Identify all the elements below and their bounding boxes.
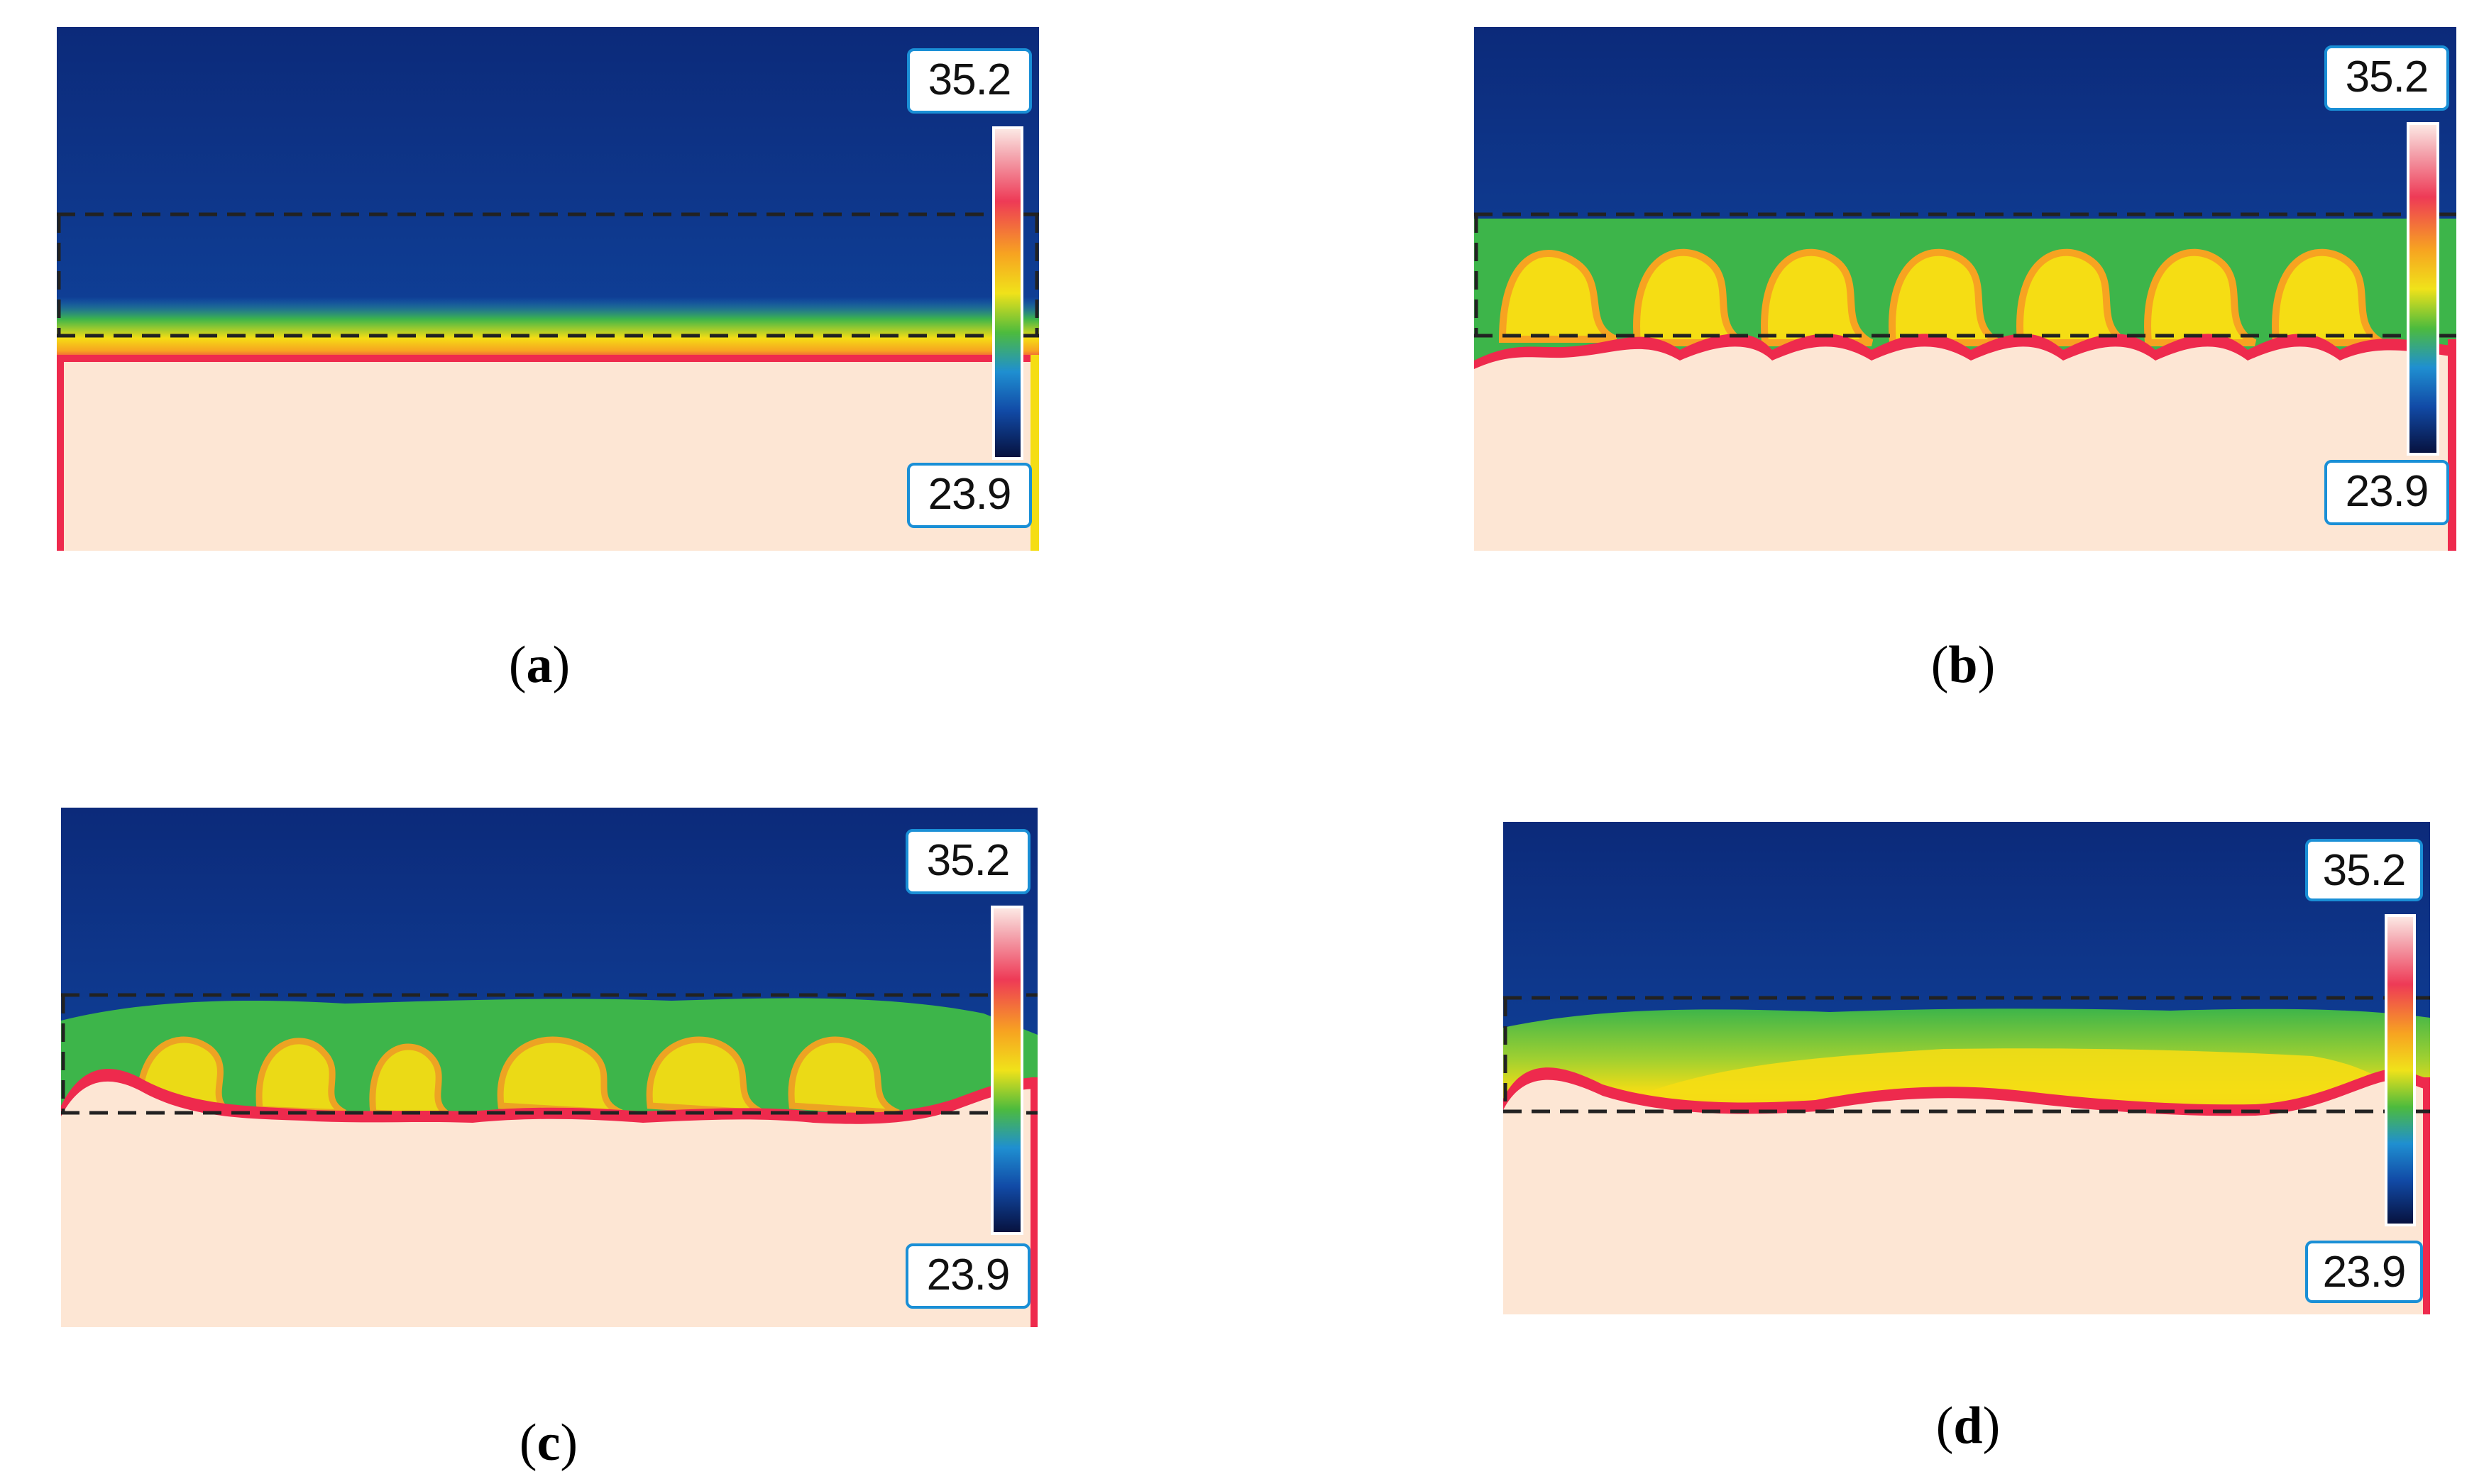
warm-plume-d	[1631, 1048, 2397, 1106]
min-temp-label-c: 23.9	[906, 1243, 1031, 1309]
thermal-panel-c: 35.2 23.9	[61, 808, 1038, 1327]
thermal-image-c	[61, 808, 1038, 1327]
thermal-panel-d: 35.2 23.9	[1503, 822, 2430, 1314]
min-temp-label-a: 23.9	[907, 463, 1032, 528]
caption-a: (a)	[508, 636, 571, 694]
max-temp-label-c: 35.2	[906, 829, 1031, 894]
color-scale-bar-d	[2385, 914, 2416, 1226]
color-scale-bar-a	[992, 126, 1023, 460]
convection-cells-b	[1498, 248, 2385, 346]
max-temp-label-a: 35.2	[907, 48, 1032, 114]
caption-d: (d)	[1935, 1397, 2001, 1455]
thermal-panel-b: 35.2 23.9	[1474, 27, 2456, 551]
thermal-image-a	[57, 27, 1039, 551]
max-temp-label-b: 35.2	[2324, 45, 2449, 111]
min-temp-label-b: 23.9	[2324, 460, 2449, 525]
thermal-image-b	[1474, 27, 2456, 551]
caption-c: (c)	[519, 1414, 578, 1472]
color-scale-bar-b	[2407, 122, 2439, 456]
thermal-panel-a: 35.2 23.9	[57, 27, 1039, 551]
thermal-image-d	[1503, 822, 2430, 1314]
min-temp-label-d: 23.9	[2305, 1241, 2423, 1303]
convection-cells-c	[136, 1036, 900, 1120]
color-scale-bar-c	[991, 906, 1023, 1235]
caption-b: (b)	[1930, 636, 1996, 694]
max-temp-label-d: 35.2	[2305, 839, 2423, 901]
